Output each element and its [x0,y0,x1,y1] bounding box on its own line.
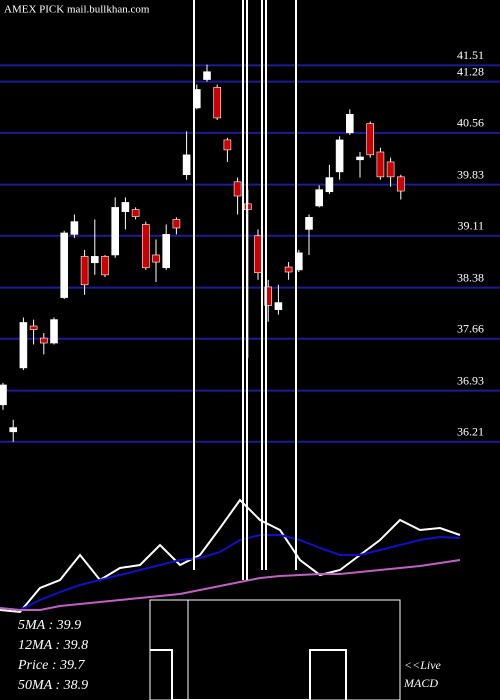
candle-body [131,209,140,217]
candle-body [0,384,7,406]
candle-body [396,176,405,192]
candle-body [9,427,17,433]
candle-body [315,189,324,207]
candle-body [366,123,375,156]
annotation: MACD [403,676,438,690]
chart-title: AMEX PICK mail.bullkhan.com [4,4,150,16]
indicator-line [0,498,461,614]
candle-body [335,139,344,173]
marker-lines [193,0,297,580]
candle-body [172,219,181,229]
indicator-line [0,534,461,612]
y-tick-label: 41.51 [457,48,484,62]
candle-body [376,151,385,178]
candle-body [345,114,354,134]
y-tick-label: 41.28 [457,64,484,78]
y-tick-label: 38.38 [457,270,484,284]
candle-body [233,181,242,197]
candle-body [101,256,109,276]
y-tick-label: 36.93 [457,373,484,387]
candle-body [19,322,28,369]
candle-body [80,256,89,286]
candle-body [386,161,395,178]
candle-body [70,221,79,235]
candle-body [213,87,221,119]
candle-body [162,234,170,269]
candle-body [284,266,293,273]
indicator-line [0,559,461,611]
legend-entry: 50MA : 38.9 [18,678,88,693]
candle-body [91,256,99,264]
annotation: <<Live [404,658,442,672]
candle-body [264,286,273,306]
candle-body [142,224,150,269]
candle-body [152,254,160,263]
candle-body [60,232,69,298]
y-tick-label: 36.21 [457,425,484,439]
candle-body [254,235,262,274]
macd-box [149,599,401,700]
y-tick-label: 39.11 [457,219,484,233]
candle-body [39,337,48,344]
candle-body [356,156,364,161]
indicator-panel [0,498,461,614]
candle-body [325,177,334,193]
macd-line [150,649,347,700]
candle-body [121,202,130,212]
candle-body [223,139,232,151]
legend-entry: Price : 39.7 [17,658,85,673]
legend-entry: 12MA : 39.8 [18,638,88,653]
candle-body [274,302,283,310]
price-panel: 41.51 41.28 40.56 39.83 39.11 38.38 37.66 36.93… [0,48,500,443]
candle-body [182,154,191,176]
y-tick-label: 39.83 [457,167,484,181]
legend-entry: 5MA : 39.9 [18,618,81,633]
candle-body [203,71,211,80]
candle-body [305,217,313,230]
candle-body [111,207,119,256]
y-tick-label: 40.56 [457,116,484,130]
y-tick-label: 37.66 [457,322,484,336]
candle-body [50,319,58,344]
candle-body [29,325,38,330]
